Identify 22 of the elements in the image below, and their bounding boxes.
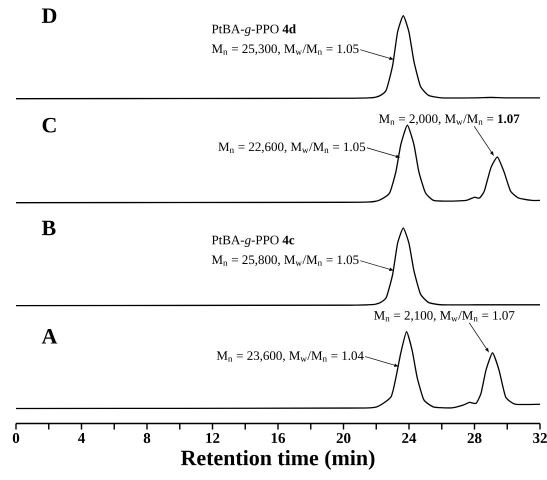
x-tick-label: 16 xyxy=(272,433,286,444)
x-tick-label: 0 xyxy=(12,433,20,444)
annotation: M$_{n}$ = 22,600, M$_{w}$/M$_{n}$ = 1.05 xyxy=(218,142,366,154)
chart-title: D xyxy=(42,8,56,23)
annotation: M$_{n}$ = 25,800, M$_{w}$/M$_{n}$ = 1.05 xyxy=(212,255,359,266)
x-tick-label: 24 xyxy=(402,433,416,443)
x-axis-title: Retention time (min) xyxy=(180,450,374,470)
x-tick-label: 12 xyxy=(206,433,220,443)
chart-title: B xyxy=(42,220,56,236)
x-tick-label: 8 xyxy=(144,433,150,444)
chart-title: A xyxy=(42,329,58,344)
x-tick-label: 32 xyxy=(533,433,547,444)
x-tick-label: 20 xyxy=(336,433,350,444)
annotation: PtBA-g-PPO 4d xyxy=(212,24,296,36)
annotation: PtBA-g-PPO 4c xyxy=(212,236,294,247)
annotation: M$_{n}$ = 25,300, M$_{w}$/M$_{n}$ = 1.05 xyxy=(212,44,359,55)
annotation: M$_{n}$ = 2,000, M$_{w}$/M$_{n}$ = 1.07 xyxy=(378,114,520,125)
chart-title: C xyxy=(42,118,56,133)
annotation: M$_{n}$ = 23,600, M$_{w}$/M$_{n}$ = 1.04 xyxy=(216,351,364,362)
x-tick-label: 28 xyxy=(468,433,482,444)
annotation: M$_{n}$ = 2,100, M$_{w}$/M$_{n}$ = 1.07 xyxy=(374,311,514,322)
x-tick-label: 4 xyxy=(78,433,85,443)
